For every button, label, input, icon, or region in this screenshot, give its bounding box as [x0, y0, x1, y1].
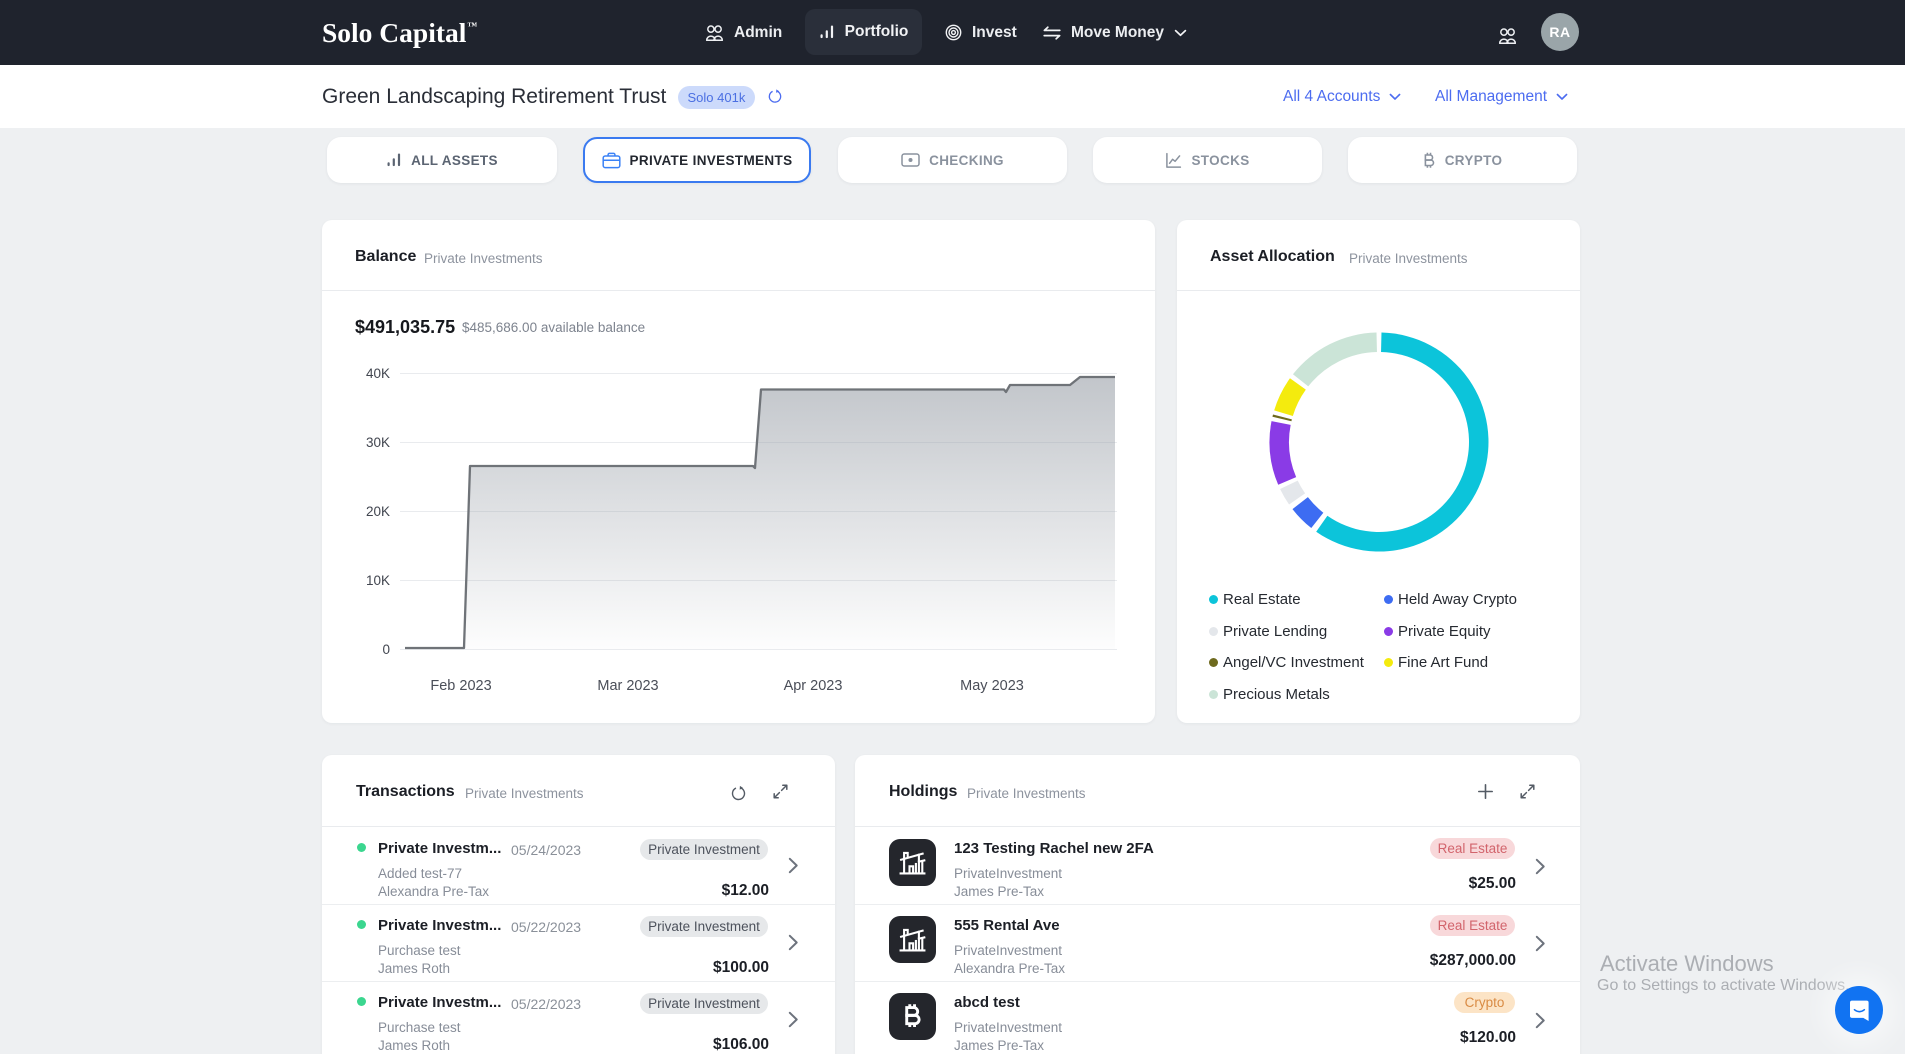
svg-text:30K: 30K	[366, 435, 390, 450]
svg-text:Mar 2023: Mar 2023	[597, 678, 658, 694]
svg-text:May 2023: May 2023	[960, 678, 1024, 694]
svg-text:0: 0	[382, 642, 390, 657]
svg-text:20K: 20K	[366, 504, 390, 519]
svg-text:40K: 40K	[366, 366, 390, 381]
svg-text:10K: 10K	[366, 573, 390, 588]
svg-text:Feb 2023: Feb 2023	[430, 678, 491, 694]
svg-text:Apr 2023: Apr 2023	[784, 678, 843, 694]
